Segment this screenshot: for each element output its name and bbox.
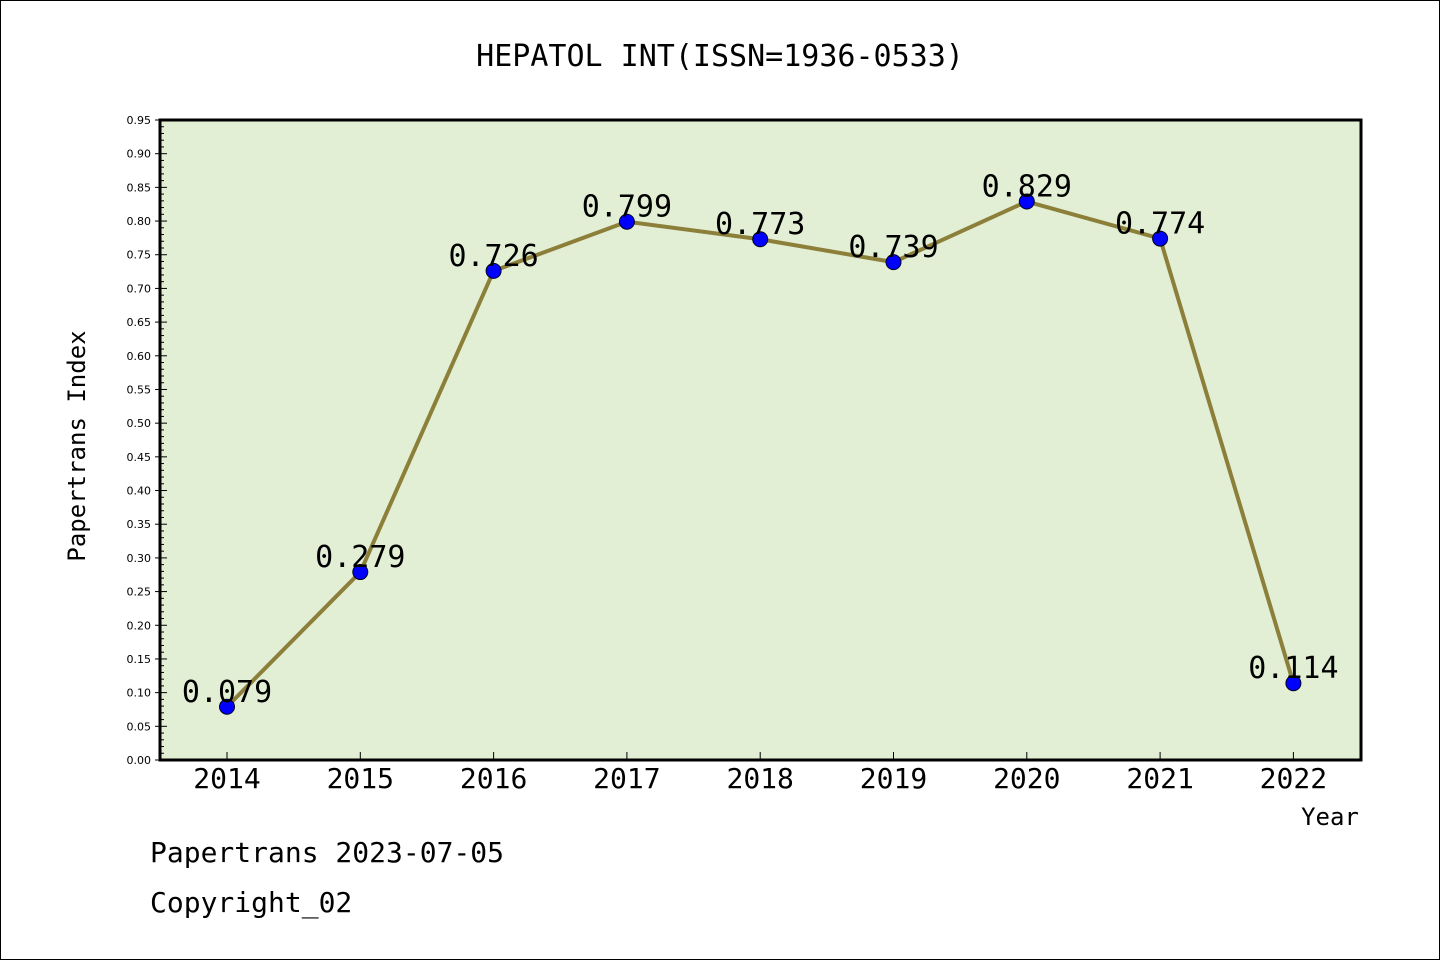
data-point [485,262,502,279]
data-label: 0.774 [1115,207,1205,242]
x-tick-label: 2017 [593,762,660,795]
y-tick-label: 0.00 [127,754,152,767]
y-tick-label: 0.35 [127,518,152,531]
x-tick-label: 2018 [726,762,793,795]
data-label: 0.829 [982,170,1072,205]
x-tick-label: 2021 [1126,762,1193,795]
data-label: 0.279 [315,540,405,575]
y-tick-label: 0.95 [127,114,152,127]
y-tick-label: 0.90 [127,148,152,161]
data-label: 0.799 [582,190,672,225]
y-tick-label: 0.55 [127,383,152,396]
y-tick-label: 0.15 [127,653,152,666]
y-tick-label: 0.45 [127,451,152,464]
y-tick-label: 0.75 [127,249,152,262]
x-axis-label: Year [1301,803,1359,831]
y-tick-label: 0.70 [127,282,152,295]
y-tick-label: 0.50 [127,417,152,430]
data-point [1152,230,1169,247]
data-point [885,254,902,271]
data-label: 0.079 [182,675,272,710]
footer-date: Papertrans 2023-07-05 [150,836,505,869]
y-axis-label: Papertrans Index [63,330,91,561]
data-label: 0.726 [448,239,538,274]
data-point [1285,675,1302,692]
y-tick-label: 0.60 [127,350,152,363]
footer-copyright: Copyright_02 [150,886,353,919]
series-line-group: 0.079 0.279 0.726 0.799 0.773 0.739 0.829 0.774… [182,170,1339,715]
data-point [352,564,369,581]
y-tick-label: 0.40 [127,485,152,498]
y-tick-label: 0.85 [127,181,152,194]
x-tick-label: 2022 [1260,762,1327,795]
y-tick-label: 0.65 [127,316,152,329]
data-label: 0.114 [1248,651,1338,686]
y-tick-label: 0.05 [127,720,152,733]
x-tick-label: 2016 [460,762,527,795]
y-tick-label: 0.20 [127,619,152,632]
data-label: 0.773 [715,207,805,242]
x-tick-label: 2020 [993,762,1060,795]
chart-title: HEPATOL INT(ISSN=1936-0533) [476,39,964,74]
x-tick-label: 2014 [193,762,260,795]
y-tick-label: 0.80 [127,215,152,228]
y-tick-label: 0.25 [127,586,152,599]
y-tick-label: 0.30 [127,552,152,565]
data-point [1018,193,1035,210]
y-axis: 0.00 0.05 0.10 0.15 0.20 0.25 0.30 0.35 0.40 0.45… [127,114,167,767]
data-point [752,231,769,248]
y-tick-label: 0.10 [127,687,152,700]
x-tick-label: 2015 [327,762,394,795]
x-axis: 2014 2015 2016 2017 2018 2019 2020 2021 2022 [193,752,1327,795]
data-label: 0.739 [848,230,938,265]
x-tick-label: 2019 [860,762,927,795]
data-point [219,698,235,715]
plot-area [158,118,1363,762]
data-point [618,213,635,230]
